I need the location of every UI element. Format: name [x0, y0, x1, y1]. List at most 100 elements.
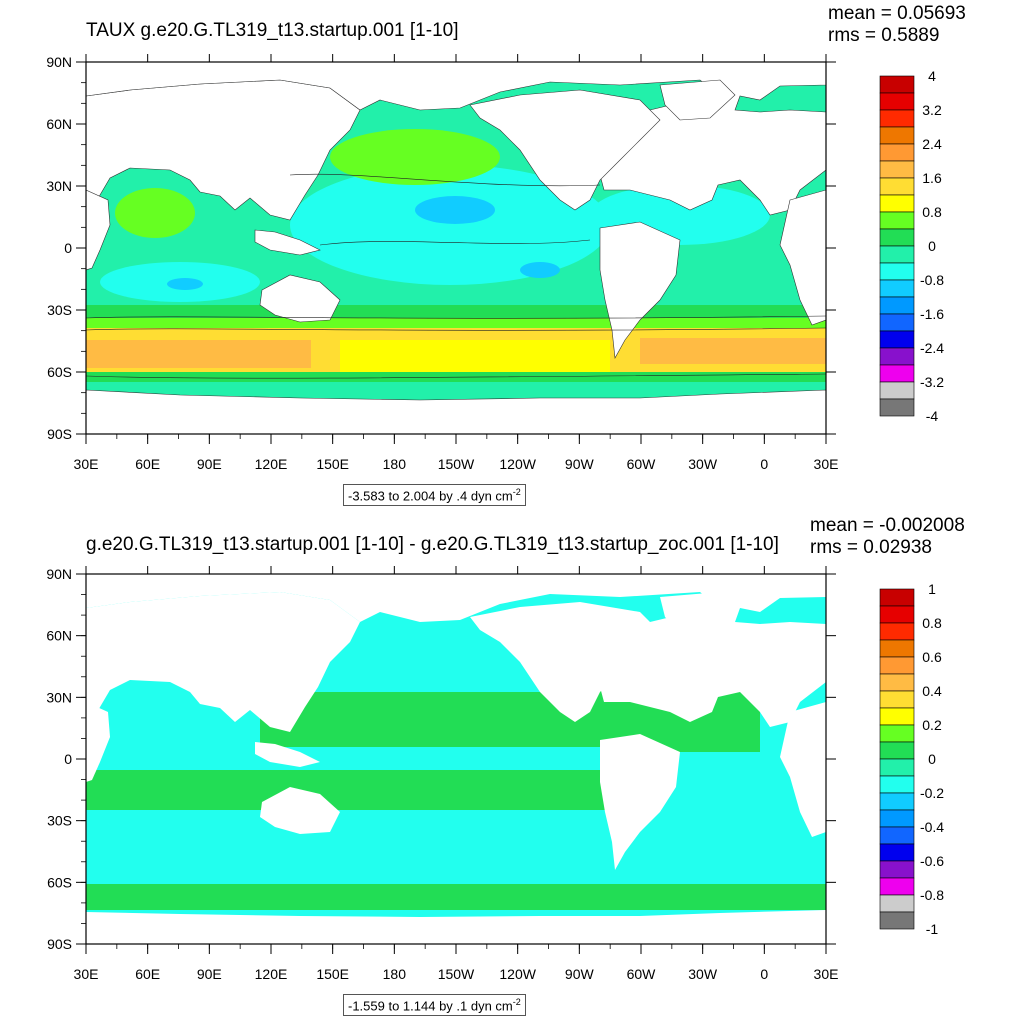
plot-title: g.e20.G.TL319_t13.startup.001 [1-10] - g…: [86, 534, 779, 555]
colorbar-swatch: [879, 673, 915, 692]
colorbar-swatch: [879, 126, 915, 145]
lat-tick-label: 0: [64, 240, 72, 256]
axis-ticks: [76, 566, 836, 954]
np-westerlies: [330, 129, 500, 185]
contour-line: [86, 373, 826, 379]
antarctica: [86, 910, 826, 944]
lat-tick-label: 30N: [46, 689, 72, 705]
colorbar-swatch: [879, 347, 915, 366]
colorbar-swatch: [879, 211, 915, 230]
colorbar-label: 0.2: [922, 717, 942, 733]
lat-tick-label: 0: [64, 751, 72, 767]
indian-trades-core: [167, 278, 203, 290]
colorbar-swatch: [879, 894, 915, 913]
colorbar-label: 0.8: [922, 615, 942, 631]
contour-line: [289, 173, 601, 187]
africa-east: [780, 702, 826, 837]
colorbar-swatch: [879, 160, 915, 179]
colorbar-swatch: [879, 622, 915, 641]
plot-title: TAUX g.e20.G.TL319_t13.startup.001 [1-10…: [86, 20, 459, 41]
arctic-landmass: [86, 574, 826, 727]
colorbar-swatch: [879, 588, 915, 607]
map-field: [86, 574, 826, 944]
pacific-trades: [290, 165, 610, 285]
contour-range-unit-exp: -2: [512, 997, 521, 1007]
lat-axis-labels: 90N 60N 30N 0 30S 60S 90S: [46, 566, 72, 952]
map-figure: 30E 60E 90E 120E 150E 180 150W 120W 90W 60W 30W 0 30…: [46, 566, 944, 982]
colorbar-label: -0.8: [920, 887, 944, 903]
lat-tick-label: 60S: [47, 874, 72, 890]
greenland: [660, 592, 735, 632]
land-masses: [86, 62, 826, 434]
lon-tick-label: 30E: [74, 966, 99, 982]
lat-tick-label: 30S: [47, 813, 72, 829]
lon-tick-label: 180: [383, 966, 407, 982]
antarctica: [86, 389, 826, 434]
colorbar-swatch: [879, 690, 915, 709]
lon-tick-label: 30E: [814, 966, 839, 982]
lon-tick-label: 150E: [316, 456, 349, 472]
band-green-south: [86, 372, 826, 384]
colorbar-label: 1.6: [922, 170, 942, 186]
colorbar-swatch: [879, 228, 915, 247]
indonesia: [255, 742, 320, 767]
colorbar-swatch: [879, 245, 915, 264]
rms-stat: rms = 0.5889: [828, 25, 940, 46]
colorbar-swatch: [879, 177, 915, 196]
colorbar-swatch: [879, 92, 915, 111]
colorbar-swatch: [879, 330, 915, 349]
contour-line: [86, 315, 826, 319]
colorbar-swatch: [879, 109, 915, 128]
colorbar-swatch: [879, 398, 915, 417]
australia: [259, 274, 341, 323]
colorbar-label: -0.8: [920, 272, 944, 288]
colorbar-swatch: [879, 605, 915, 624]
colorbar-label: 0.6: [922, 649, 942, 665]
colorbar-label: 0.8: [922, 204, 942, 220]
lon-tick-label: 90E: [197, 456, 222, 472]
colorbar-swatch: [879, 911, 915, 930]
contour-line: [86, 327, 826, 331]
asia-landmass: [86, 592, 360, 732]
lon-tick-label: 150W: [438, 456, 475, 472]
colorbar-swatch: [879, 724, 915, 743]
colorbar-swatch: [879, 313, 915, 332]
lon-tick-label: 0: [760, 456, 768, 472]
lon-tick-label: 120E: [255, 456, 288, 472]
lat-tick-label: 60N: [46, 116, 72, 132]
lat-tick-label: 90S: [47, 426, 72, 442]
colorbar-label: 3.2: [922, 102, 942, 118]
arctic-landmass: [86, 62, 826, 216]
lat-axis-labels: 90N 60N 30N 0 30S 60S 90S: [46, 54, 72, 442]
mean-stat: mean = -0.002008: [810, 515, 965, 536]
lat-tick-label: 30N: [46, 178, 72, 194]
contour-range-caption: -3.583 to 2.004 by .4 dyn cm-2: [343, 484, 526, 507]
africa-east: [779, 189, 826, 326]
colorbar-swatch: [879, 364, 915, 383]
colorbar-label: -1: [926, 921, 939, 937]
colorbar-swatch: [879, 75, 915, 94]
colorbar-swatch: [879, 639, 915, 658]
lat-tick-label: 60N: [46, 628, 72, 644]
colorbar: 1 0.8 0.6 0.4 0.2 0 -0.2 -0.4 -0.6 -0.8 -1: [879, 581, 944, 937]
lon-tick-label: 90E: [197, 966, 222, 982]
sp-trades-core: [520, 262, 560, 278]
africa-horn: [86, 189, 111, 271]
colorbar-label: 0: [928, 751, 936, 767]
lat-tick-label: 90N: [46, 54, 72, 70]
lon-tick-label: 150E: [316, 966, 349, 982]
north-america: [469, 89, 661, 211]
colorbar-swatch: [879, 296, 915, 315]
lon-tick-label: 90W: [565, 456, 595, 472]
land-masses: [86, 574, 826, 944]
colorbar-swatch: [879, 792, 915, 811]
lon-tick-label: 60E: [135, 966, 160, 982]
southern-positive-band: [86, 884, 826, 910]
colorbar-label: -3.2: [920, 374, 944, 390]
band-ocean-south: [86, 382, 826, 392]
lon-tick-label: 90W: [565, 966, 595, 982]
lon-axis-labels: 30E 60E 90E 120E 150E 180 150W 120W 90W 60W 30W 0 30…: [74, 966, 839, 982]
map-panel-difference: g.e20.G.TL319_t13.startup.001 [1-10] - g…: [0, 512, 1024, 1024]
colorbar-swatch: [879, 707, 915, 726]
contour-range-caption: -1.559 to 1.144 by .1 dyn cm-2: [343, 994, 526, 1017]
